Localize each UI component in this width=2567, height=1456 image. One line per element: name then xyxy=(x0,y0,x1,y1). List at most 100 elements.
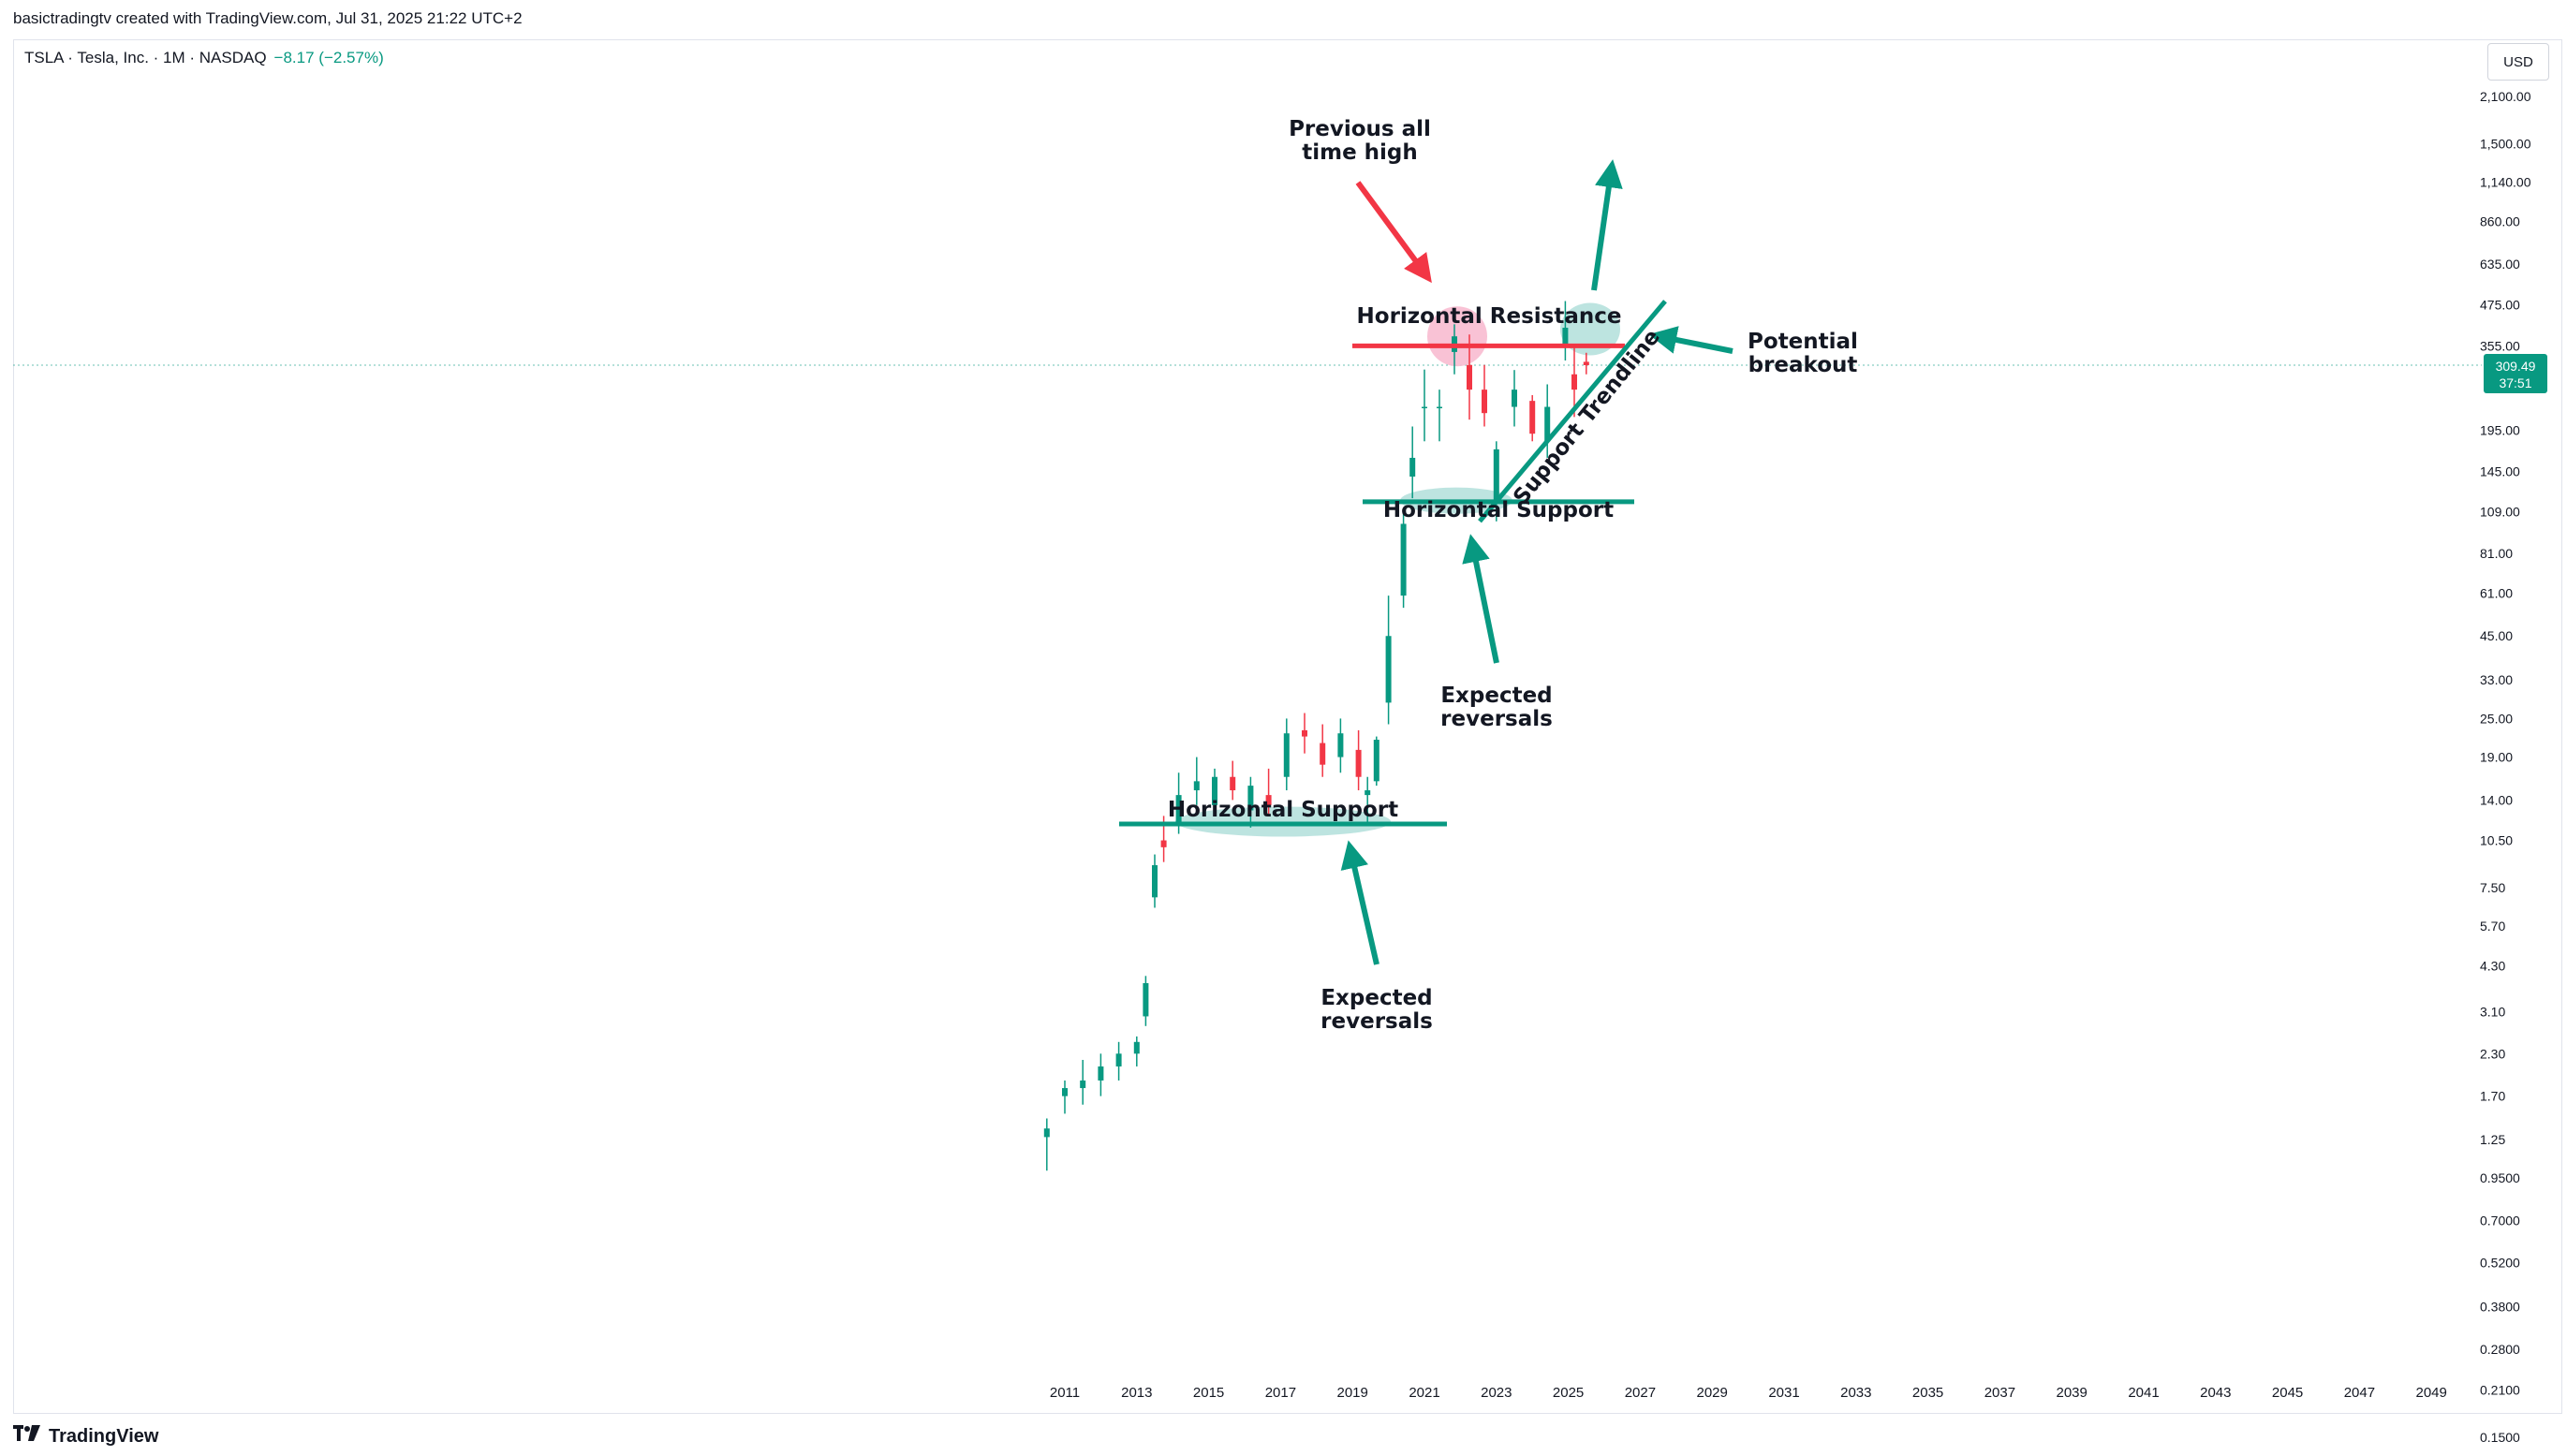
candle-body xyxy=(1385,636,1392,703)
candle-body xyxy=(1437,406,1442,409)
price-tick-label: 10.50 xyxy=(2480,833,2513,848)
support-trendline xyxy=(1478,300,1667,523)
reversal-arrow-lower xyxy=(1340,840,1379,965)
annotation-line: reversals xyxy=(1440,707,1553,731)
tradingview-logo[interactable]: TradingView xyxy=(13,1425,158,1448)
price-tick-label: 4.30 xyxy=(2480,958,2505,973)
price-tick-label: 0.3800 xyxy=(2480,1299,2520,1314)
tradingview-logo-text: TradingView xyxy=(49,1425,159,1447)
time-tick-label: 2031 xyxy=(1768,1385,1799,1401)
candle-body xyxy=(1160,840,1167,847)
candle-body xyxy=(1365,790,1371,796)
reversal-arrow-upper xyxy=(1462,534,1499,664)
candle-body xyxy=(1373,740,1379,782)
time-tick-label: 2029 xyxy=(1697,1385,1728,1401)
candle-body xyxy=(1562,328,1569,345)
time-axis: 2011 2013 2015 2017 2019 2021 2023 2025 2027 2029… xyxy=(1050,1385,2447,1401)
candle-body xyxy=(1115,1053,1122,1066)
candles xyxy=(1043,301,1589,1171)
symbol-legend[interactable]: TSLA · Tesla, Inc. · 1M · NASDAQ −8.17 (−… xyxy=(24,49,384,67)
time-tick-label: 2021 xyxy=(1409,1385,1439,1401)
candle-body xyxy=(1583,361,1589,365)
candle-body xyxy=(1512,390,1517,407)
candle-body xyxy=(1143,982,1149,1017)
price-tick-label: 14.00 xyxy=(2480,792,2513,807)
price-tick-label: 0.7000 xyxy=(2480,1213,2520,1228)
price-badge: 309.49 37:51 xyxy=(2484,354,2547,393)
candle-body xyxy=(1337,733,1344,757)
annotation-line: Horizontal Support xyxy=(1383,498,1614,522)
price-tick-label: 7.50 xyxy=(2480,880,2505,895)
chart-attribution: basictradingtv created with TradingView.… xyxy=(13,9,523,27)
annotation-label: Expected reversals xyxy=(1320,986,1433,1034)
time-tick-label: 2023 xyxy=(1481,1385,1512,1401)
time-tick-label: 2037 xyxy=(1984,1385,2015,1401)
candle-body xyxy=(1320,743,1326,765)
candle-body xyxy=(1571,374,1577,390)
candle-body xyxy=(1544,406,1551,442)
breakout-up-arrow xyxy=(1591,159,1623,291)
price-tick-label: 109.00 xyxy=(2480,505,2520,520)
price-tick-label: 25.00 xyxy=(2480,711,2513,726)
price-tick-label: 61.00 xyxy=(2480,586,2513,601)
price-tick-label: 0.5200 xyxy=(2480,1255,2520,1270)
price-tick-label: 475.00 xyxy=(2480,298,2520,313)
candle-body xyxy=(1098,1066,1104,1081)
annotation-label: Horizontal Support xyxy=(1383,498,1614,522)
annotation-line: Horizontal Support xyxy=(1168,798,1398,822)
annotation-line: reversals xyxy=(1320,1009,1433,1034)
time-tick-label: 2035 xyxy=(1912,1385,1943,1401)
candle-body xyxy=(1467,364,1472,390)
candle-body xyxy=(1422,406,1427,409)
annotation-line: Previous all xyxy=(1289,117,1431,141)
candle-body xyxy=(1283,733,1290,777)
ath-arrow xyxy=(1355,181,1432,284)
price-axis: 2,100.00 1,500.00 1,140.00 860.00 635.00 475.… xyxy=(2480,89,2531,1445)
price-tick-label: 355.00 xyxy=(2480,338,2520,353)
symbol-label: TSLA · Tesla, Inc. · 1M · NASDAQ xyxy=(24,49,267,66)
annotation-label: Potential breakout xyxy=(1748,330,1858,377)
candle-body xyxy=(1080,1080,1086,1089)
price-tick-label: 33.00 xyxy=(2480,672,2513,687)
annotation-line: Expected xyxy=(1440,684,1552,708)
price-tick-label: 19.00 xyxy=(2480,750,2513,765)
tradingview-logo-icon xyxy=(13,1425,41,1448)
price-badge-value: 309.49 xyxy=(2496,359,2536,374)
candle-body xyxy=(1409,457,1416,477)
time-tick-label: 2027 xyxy=(1625,1385,1656,1401)
time-tick-label: 2033 xyxy=(1840,1385,1871,1401)
price-tick-label: 3.10 xyxy=(2480,1005,2505,1020)
annotation-line: time high xyxy=(1302,140,1418,165)
candle-body xyxy=(1355,749,1362,777)
time-tick-label: 2045 xyxy=(2272,1385,2303,1401)
annotation-label: Expected reversals xyxy=(1440,684,1553,731)
currency-button[interactable]: USD xyxy=(2487,43,2549,81)
price-tick-label: 1.25 xyxy=(2480,1132,2505,1147)
price-tick-label: 0.1500 xyxy=(2480,1430,2520,1445)
price-tick-label: 0.9500 xyxy=(2480,1170,2520,1185)
candle-body xyxy=(1230,776,1236,791)
annotation-line: Horizontal Resistance xyxy=(1357,304,1622,329)
chart-frame xyxy=(13,39,2562,1414)
time-tick-label: 2019 xyxy=(1337,1385,1368,1401)
price-tick-label: 860.00 xyxy=(2480,214,2520,229)
time-tick-label: 2013 xyxy=(1121,1385,1152,1401)
annotation-line: breakout xyxy=(1748,353,1858,377)
price-tick-label: 195.00 xyxy=(2480,422,2520,437)
price-tick-label: 2,100.00 xyxy=(2480,89,2531,104)
candle-body xyxy=(1062,1088,1068,1096)
candle-body xyxy=(1212,776,1217,805)
annotation-line: Expected xyxy=(1320,986,1432,1010)
time-tick-label: 2041 xyxy=(2128,1385,2159,1401)
annotation-label: Horizontal Resistance xyxy=(1357,304,1622,329)
price-tick-label: 81.00 xyxy=(2480,546,2513,561)
time-tick-label: 2011 xyxy=(1050,1385,1080,1401)
candle-body xyxy=(1482,390,1487,414)
annotation-label: Horizontal Support xyxy=(1168,798,1398,822)
price-change: −8.17 (−2.57%) xyxy=(273,49,384,66)
candle-body xyxy=(1400,523,1407,596)
time-tick-label: 2049 xyxy=(2416,1385,2447,1401)
time-tick-label: 2043 xyxy=(2200,1385,2231,1401)
candle-body xyxy=(1265,795,1272,805)
